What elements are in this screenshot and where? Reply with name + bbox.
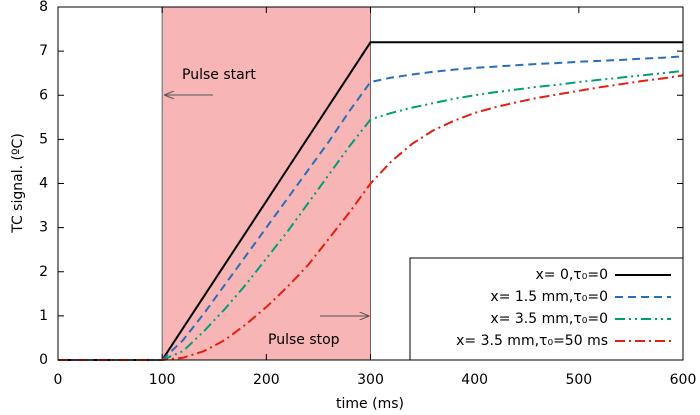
x-tick-label: 0 <box>54 372 63 388</box>
legend-label: x= 1.5 mm,τ₀=0 <box>490 289 608 305</box>
y-tick-label: 4 <box>39 176 48 192</box>
pulse-region <box>162 7 371 360</box>
y-tick-label: 7 <box>39 43 48 59</box>
x-axis-label: time (ms) <box>336 396 404 412</box>
legend-label: x= 0,τ₀=0 <box>535 267 608 283</box>
y-tick-label: 2 <box>39 264 48 280</box>
legend-label: x= 3.5 mm,τ₀=50 ms <box>456 333 608 349</box>
annotation: Pulse start <box>182 67 256 83</box>
x-tick-label: 200 <box>253 372 280 388</box>
x-tick-label: 300 <box>357 372 384 388</box>
legend-label: x= 3.5 mm,τ₀=0 <box>490 311 608 327</box>
y-tick-label: 6 <box>39 87 48 103</box>
y-tick-label: 3 <box>39 220 48 236</box>
y-tick-label: 0 <box>39 352 48 368</box>
annotation: Pulse stop <box>268 332 340 348</box>
y-tick-label: 5 <box>39 131 48 147</box>
plot-frame <box>57 6 684 361</box>
x-tick-label: 400 <box>461 372 488 388</box>
x-tick-label: 500 <box>565 372 592 388</box>
y-axis-label: TC signal. (ºC) <box>10 133 26 234</box>
x-tick-label: 100 <box>149 372 176 388</box>
y-tick-label: 1 <box>39 308 48 324</box>
y-tick-label: 8 <box>39 0 48 15</box>
x-tick-label: 600 <box>670 372 697 388</box>
